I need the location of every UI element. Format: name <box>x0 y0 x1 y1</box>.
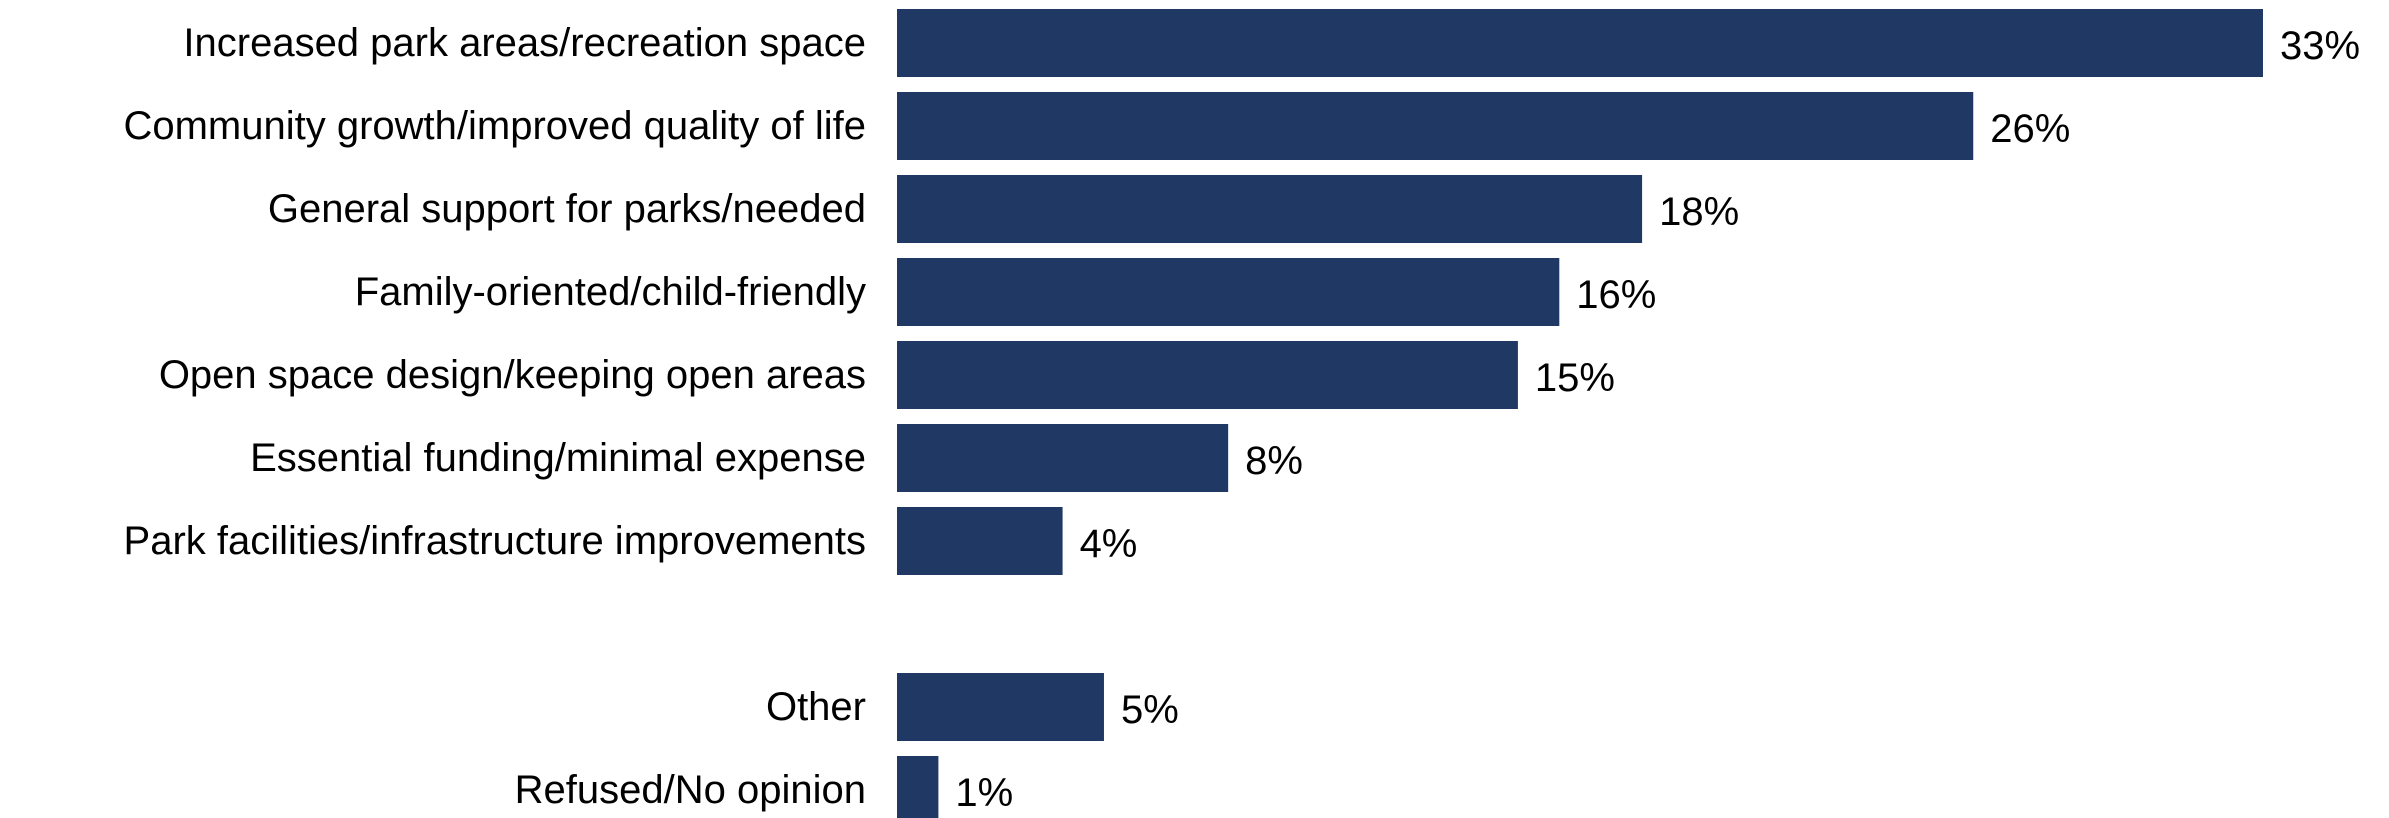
category-label: General support for parks/needed <box>268 187 866 231</box>
value-label: 8% <box>1245 439 1303 483</box>
bar <box>897 424 1229 492</box>
category-label: Open space design/keeping open areas <box>159 353 866 397</box>
category-label: Park facilities/infrastructure improveme… <box>124 519 866 563</box>
category-labels: Increased park areas/recreation space Com… <box>123 21 866 812</box>
value-label: 15% <box>1535 356 1615 400</box>
value-label: 1% <box>955 771 1013 815</box>
bar <box>897 175 1643 243</box>
bar <box>897 258 1560 326</box>
category-label: Family-oriented/child-friendly <box>355 270 866 314</box>
value-label: 16% <box>1576 273 1656 317</box>
category-label: Essential funding/minimal expense <box>250 436 866 480</box>
bars <box>897 9 2263 818</box>
value-label: 5% <box>1121 688 1179 732</box>
value-label: 33% <box>2280 24 2360 68</box>
bar <box>897 673 1104 741</box>
value-label: 4% <box>1080 522 1138 566</box>
value-label: 18% <box>1659 190 1739 234</box>
bar <box>897 507 1063 575</box>
category-label: Refused/No opinion <box>515 768 866 812</box>
bar <box>897 92 1974 160</box>
category-label: Increased park areas/recreation space <box>183 21 866 65</box>
bar <box>897 341 1518 409</box>
value-label: 26% <box>1990 107 2070 151</box>
category-label: Other <box>766 685 866 729</box>
bar <box>897 756 939 818</box>
category-label: Community growth/improved quality of lif… <box>123 104 866 148</box>
value-labels: 33% 26% 18%16% 15% 8% 4% 5% 1% <box>955 24 2360 815</box>
bar <box>897 9 2263 77</box>
